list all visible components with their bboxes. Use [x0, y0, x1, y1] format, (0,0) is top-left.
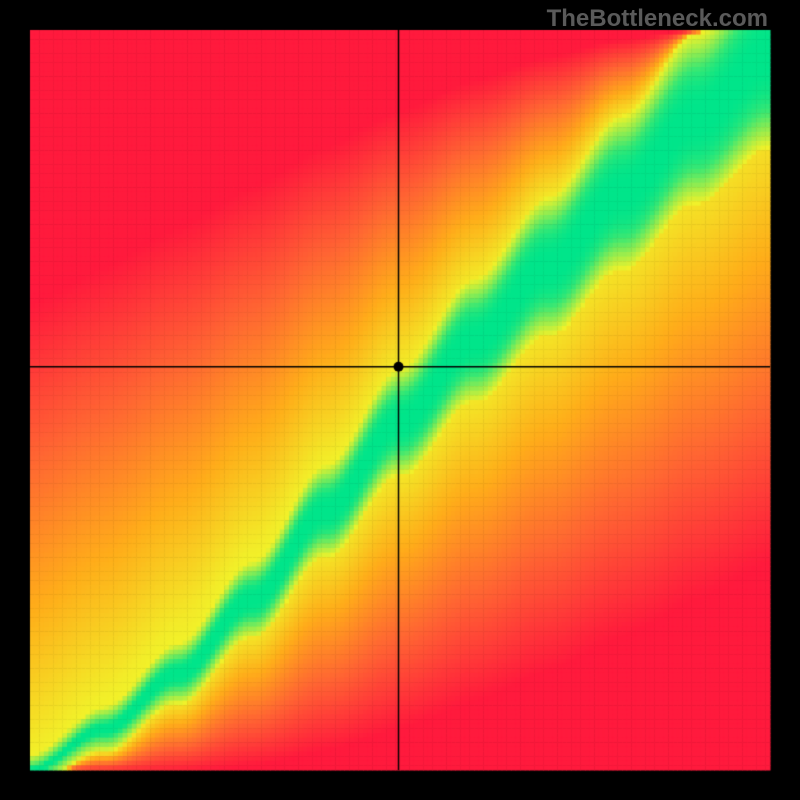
bottleneck-heatmap-canvas: [0, 0, 800, 800]
chart-container: TheBottleneck.com: [0, 0, 800, 800]
watermark-text: TheBottleneck.com: [547, 5, 768, 33]
